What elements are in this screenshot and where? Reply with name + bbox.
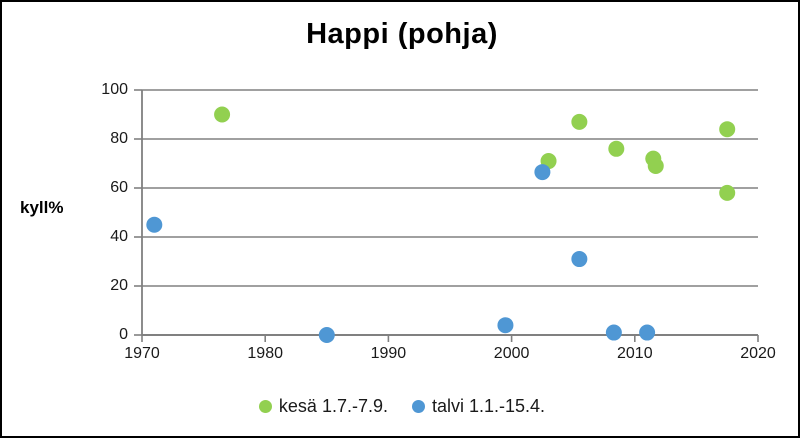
data-point-kesa — [719, 121, 736, 138]
legend-label-talvi: talvi 1.1.-15.4. — [432, 396, 546, 416]
data-point-talvi — [605, 324, 622, 341]
data-point-talvi — [639, 324, 656, 341]
data-point-talvi — [318, 327, 335, 343]
data-point-talvi — [571, 251, 588, 268]
legend-item-kesa: kesä 1.7.-7.9. — [258, 396, 388, 417]
data-point-kesa — [608, 140, 625, 157]
y-axis-label: kyll% — [20, 198, 64, 217]
y-tick-label-80: 80 — [110, 130, 128, 147]
x-tick-label-1970: 1970 — [124, 345, 160, 362]
legend-marker-kesa-icon — [258, 400, 272, 413]
y-tick-label-20: 20 — [110, 277, 128, 294]
legend-label-kesa: kesä 1.7.-7.9. — [278, 396, 388, 416]
legend: kesä 1.7.-7.9. talvi 1.1.-15.4. — [2, 396, 798, 417]
data-point-kesa — [214, 106, 231, 123]
x-tick-label-1980: 1980 — [247, 345, 283, 362]
x-tick-label-2010: 2010 — [617, 345, 653, 362]
data-point-talvi — [497, 317, 514, 334]
y-tick-label-60: 60 — [110, 179, 128, 196]
x-tick-label-2000: 2000 — [493, 345, 530, 362]
y-tick-label-0: 0 — [119, 326, 128, 343]
data-point-talvi — [534, 164, 551, 181]
chart-title: Happi (pohja) — [306, 18, 498, 50]
data-point-kesa — [719, 184, 736, 201]
x-tick-label-1990: 1990 — [370, 345, 407, 362]
x-tick-label-2020: 2020 — [740, 345, 776, 362]
data-point-kesa — [647, 157, 664, 174]
legend-marker-talvi-icon — [412, 400, 425, 413]
y-tick-label-100: 100 — [101, 81, 128, 98]
data-point-talvi — [146, 216, 163, 233]
data-point-kesa — [571, 113, 588, 130]
legend-item-talvi: talvi 1.1.-15.4. — [412, 396, 545, 417]
y-tick-label-40: 40 — [110, 228, 128, 245]
